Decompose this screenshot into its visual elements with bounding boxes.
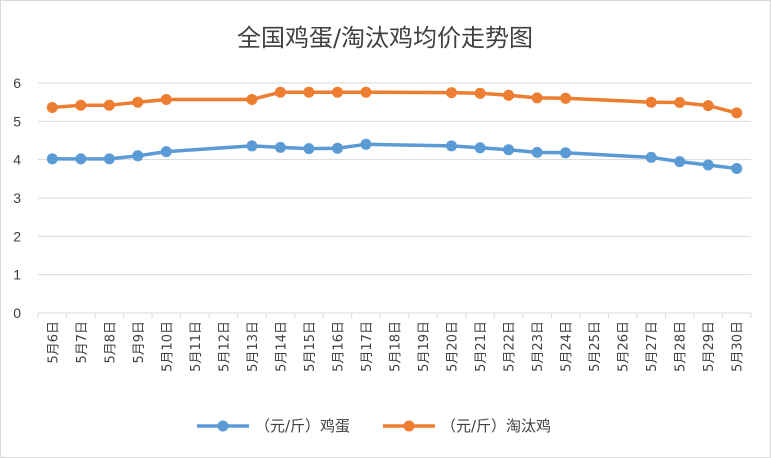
- legend-marker-eggs: [217, 420, 229, 432]
- x-tick-label: 5月10日: [160, 321, 175, 372]
- x-tick-label: 5月22日: [503, 321, 518, 372]
- data-point: [645, 96, 657, 108]
- data-point: [332, 86, 343, 98]
- x-tick-label: 5月18日: [389, 321, 404, 372]
- y-tick-label: 5: [13, 113, 21, 129]
- series-group: [46, 86, 743, 174]
- data-point: [503, 144, 515, 156]
- y-tick-label: 2: [13, 228, 21, 244]
- data-point: [46, 153, 58, 165]
- data-point: [360, 86, 372, 98]
- x-tick-label: 5月9日: [132, 321, 147, 364]
- y-tick-label: 3: [13, 190, 21, 206]
- data-point: [274, 86, 286, 98]
- data-point: [474, 142, 486, 154]
- x-tick-label: 5月12日: [217, 321, 232, 372]
- x-axis-labels: 5月6日 5月7日 5月8日 5月9日 5月10日 5月11日 5月12日 5月13日 5月14…: [46, 321, 745, 372]
- data-point: [360, 138, 372, 150]
- data-point: [160, 146, 172, 158]
- legend-marker-spent-hens: [403, 420, 415, 432]
- x-tick-label: 5月28日: [674, 321, 689, 372]
- y-tick-label: 4: [13, 152, 21, 168]
- data-point: [75, 153, 87, 165]
- data-point: [246, 140, 258, 152]
- data-point: [246, 94, 258, 105]
- x-tick-label: 5月29日: [702, 321, 717, 372]
- data-point: [75, 99, 87, 111]
- data-point: [132, 96, 144, 108]
- gridlines: [37, 82, 752, 318]
- chart-title: 全国鸡蛋/淘汰鸡均价走势图: [237, 24, 533, 52]
- data-point: [731, 163, 743, 174]
- data-point: [274, 141, 286, 153]
- data-point: [503, 89, 515, 101]
- y-axis-labels: 0 1 2 3 4 5 6: [13, 75, 21, 321]
- data-point: [474, 87, 486, 99]
- x-tick-label: 5月6日: [46, 321, 61, 364]
- legend-label-spent-hens: （元/斤）淘汰鸡: [441, 417, 551, 435]
- data-point: [103, 153, 115, 165]
- legend: （元/斤）鸡蛋 （元/斤）淘汰鸡: [197, 417, 551, 435]
- data-point: [531, 92, 543, 104]
- data-point: [332, 142, 343, 154]
- x-tick-label: 5月13日: [246, 321, 261, 372]
- series-line-0: [52, 142, 737, 171]
- data-point: [674, 97, 686, 108]
- x-tick-label: 5月26日: [617, 321, 632, 372]
- y-tick-label: 0: [13, 305, 21, 321]
- x-tick-label: 5月19日: [417, 321, 432, 372]
- data-point: [702, 100, 714, 112]
- data-point: [702, 159, 714, 171]
- x-tick-label: 5月25日: [588, 321, 603, 372]
- x-tick-label: 5月15日: [303, 321, 318, 372]
- x-tick-label: 5月23日: [531, 321, 546, 372]
- x-tick-label: 5月11日: [189, 321, 204, 372]
- data-point: [303, 86, 315, 98]
- x-tick-label: 5月21日: [474, 321, 489, 372]
- data-point: [446, 87, 457, 99]
- x-tick-label: 5月14日: [274, 321, 289, 372]
- data-point: [731, 107, 743, 119]
- data-point: [103, 99, 115, 111]
- y-tick-label: 6: [13, 75, 21, 91]
- x-tick-label: 5月30日: [731, 321, 746, 372]
- data-point: [645, 151, 657, 163]
- data-point: [160, 94, 172, 105]
- data-point: [560, 147, 572, 159]
- x-tick-label: 5月27日: [645, 321, 660, 372]
- data-point: [303, 143, 315, 155]
- x-tick-label: 5月16日: [331, 321, 346, 372]
- data-point: [531, 146, 543, 158]
- x-tick-label: 5月7日: [75, 321, 90, 364]
- data-point: [446, 140, 457, 152]
- x-tick-label: 5月17日: [360, 321, 375, 372]
- data-point: [46, 102, 58, 113]
- x-tick-label: 5月8日: [103, 321, 118, 364]
- data-point: [132, 150, 144, 162]
- y-tick-label: 1: [13, 267, 21, 283]
- data-point: [674, 156, 686, 168]
- data-point: [560, 92, 572, 104]
- legend-label-eggs: （元/斤）鸡蛋: [255, 417, 350, 435]
- series-line-1: [52, 90, 738, 115]
- x-tick-label: 5月20日: [446, 321, 461, 372]
- x-tick-label: 5月24日: [560, 321, 575, 372]
